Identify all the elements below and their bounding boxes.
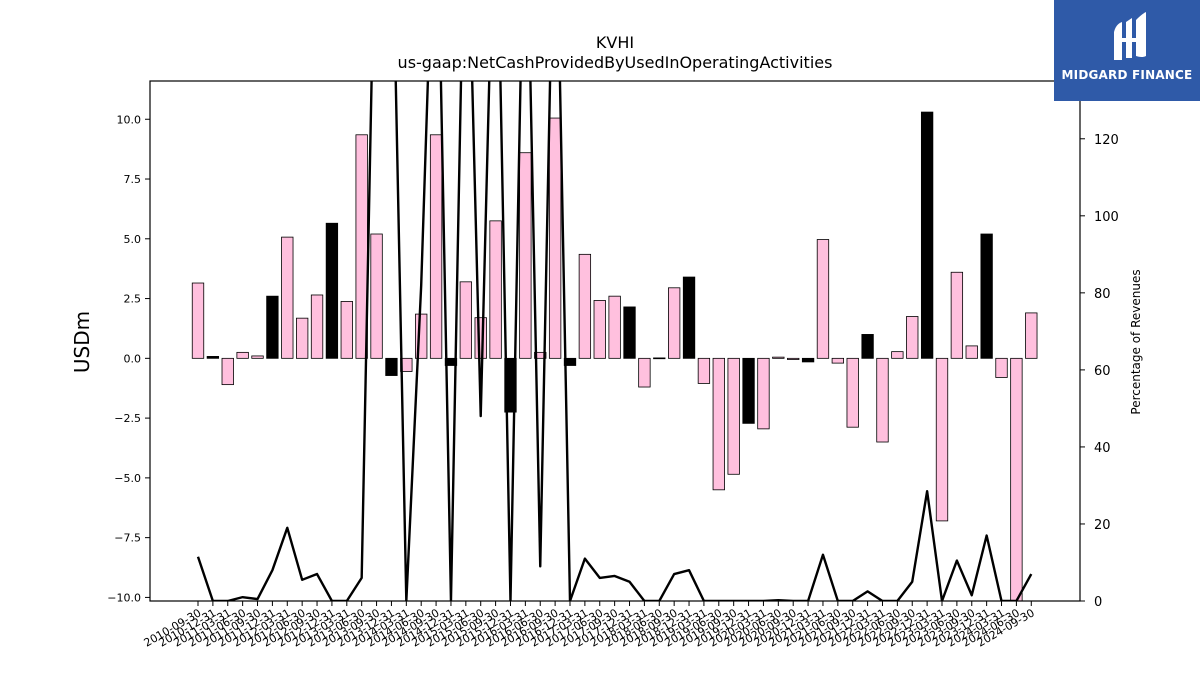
bar-2015-12-31 [504,357,517,413]
bar-2024-03-31 [995,357,1008,378]
bar-2015-06-30 [474,317,487,359]
logo-mark-icon [1114,12,1146,60]
bar-2017-09-30 [608,295,621,359]
bar-2019-09-30 [727,357,740,475]
bar-2022-12-31 [920,111,934,359]
bar-2013-12-31 [385,357,398,376]
y2-tick-label: 120 [1094,133,1119,148]
y-tick-label: −10.0 [107,591,141,604]
bar-2020-06-30 [772,356,785,359]
y-tick-label: −7.5 [114,532,141,545]
y-tick-label: 5.0 [124,233,142,246]
bar-2010-12-31 [206,356,220,359]
y2-axis-label: Percentage of Revenues [1129,269,1143,414]
x-axis: 2010-09-302010-12-312011-03-312011-06-30… [142,601,1037,650]
bar-2020-03-31 [757,357,770,430]
bar-2011-09-30 [251,355,264,359]
y-tick-label: 2.5 [124,293,142,306]
bar-2016-03-31 [519,152,532,359]
bar-2024-06-30 [1010,357,1023,602]
y-tick-label: 10.0 [117,113,142,126]
y2-tick-label: 60 [1094,364,1111,379]
bar-series [191,111,1038,602]
bar-2023-09-30 [965,345,978,359]
bar-2016-06-30 [534,351,547,359]
bar-2017-03-31 [578,253,592,359]
bar-2023-03-31 [935,357,949,522]
bar-2016-09-30 [548,117,562,359]
bar-2013-03-31 [340,301,353,359]
line-series [196,81,1033,601]
bar-2019-12-31 [742,357,755,424]
bar-2012-03-31 [281,236,294,359]
y-axis-label: USDm [70,311,94,373]
bar-2014-06-30 [415,313,428,359]
y-tick-label: −5.0 [114,472,141,485]
y2-tick-label: 20 [1094,518,1111,533]
bar-2014-09-30 [429,134,443,359]
bar-2013-09-30 [370,233,383,359]
bar-2018-09-30 [668,287,681,359]
bar-2018-03-31 [638,357,651,388]
bar-2010-09-30 [191,282,205,359]
bar-2011-06-30 [236,351,249,359]
percentage-of-revenues-line [196,81,1033,601]
bar-2021-03-31 [816,239,830,359]
bar-2022-06-30 [891,351,904,359]
bar-2017-12-31 [623,306,636,359]
bar-2020-09-30 [787,357,800,360]
y-tick-label: 7.5 [124,173,142,186]
logo-text: MIDGARD FINANCE [1061,68,1193,82]
bar-2022-09-30 [906,316,919,359]
bar-2020-12-31 [801,357,815,363]
bar-2011-12-31 [266,295,279,359]
bar-2015-03-31 [459,281,472,359]
y-axis-left: −10.0 −7.5 −5.0 −2.5 0.0 2.5 5.0 7.5 10.0 [107,113,150,604]
bar-2019-03-31 [697,357,711,384]
bar-2018-12-31 [682,276,696,359]
y2-tick-label: 0 [1094,595,1102,610]
bar-2018-06-30 [653,357,666,360]
y-tick-label: 0.0 [124,352,142,365]
bar-2012-06-30 [296,317,309,359]
bar-2011-03-31 [221,357,234,386]
y2-tick-label: 40 [1094,441,1111,456]
bar-2021-12-31 [861,334,874,359]
bar-2012-12-31 [325,222,339,359]
y2-tick-label: 100 [1094,210,1119,225]
chart-subtitle: us-gaap:NetCashProvidedByUsedInOperating… [398,53,833,72]
bar-2024-09-30 [1025,312,1038,359]
bar-2023-12-31 [980,233,993,359]
bar-2021-06-30 [831,357,844,364]
bar-2022-03-31 [876,357,889,443]
bar-2021-09-30 [846,357,859,428]
bar-2015-09-30 [489,220,502,359]
y2-tick-label: 80 [1094,287,1111,302]
y-axis-right: 0 20 40 60 80 100 120 [1080,133,1119,610]
midgard-finance-logo: MIDGARD FINANCE [1054,0,1200,101]
chart-title: KVHI [596,33,634,52]
bar-2012-09-30 [310,294,324,359]
y-tick-label: −2.5 [114,412,141,425]
bar-2023-06-30 [950,271,964,359]
bar-2017-06-30 [593,300,606,359]
bar-2019-06-30 [712,357,725,491]
